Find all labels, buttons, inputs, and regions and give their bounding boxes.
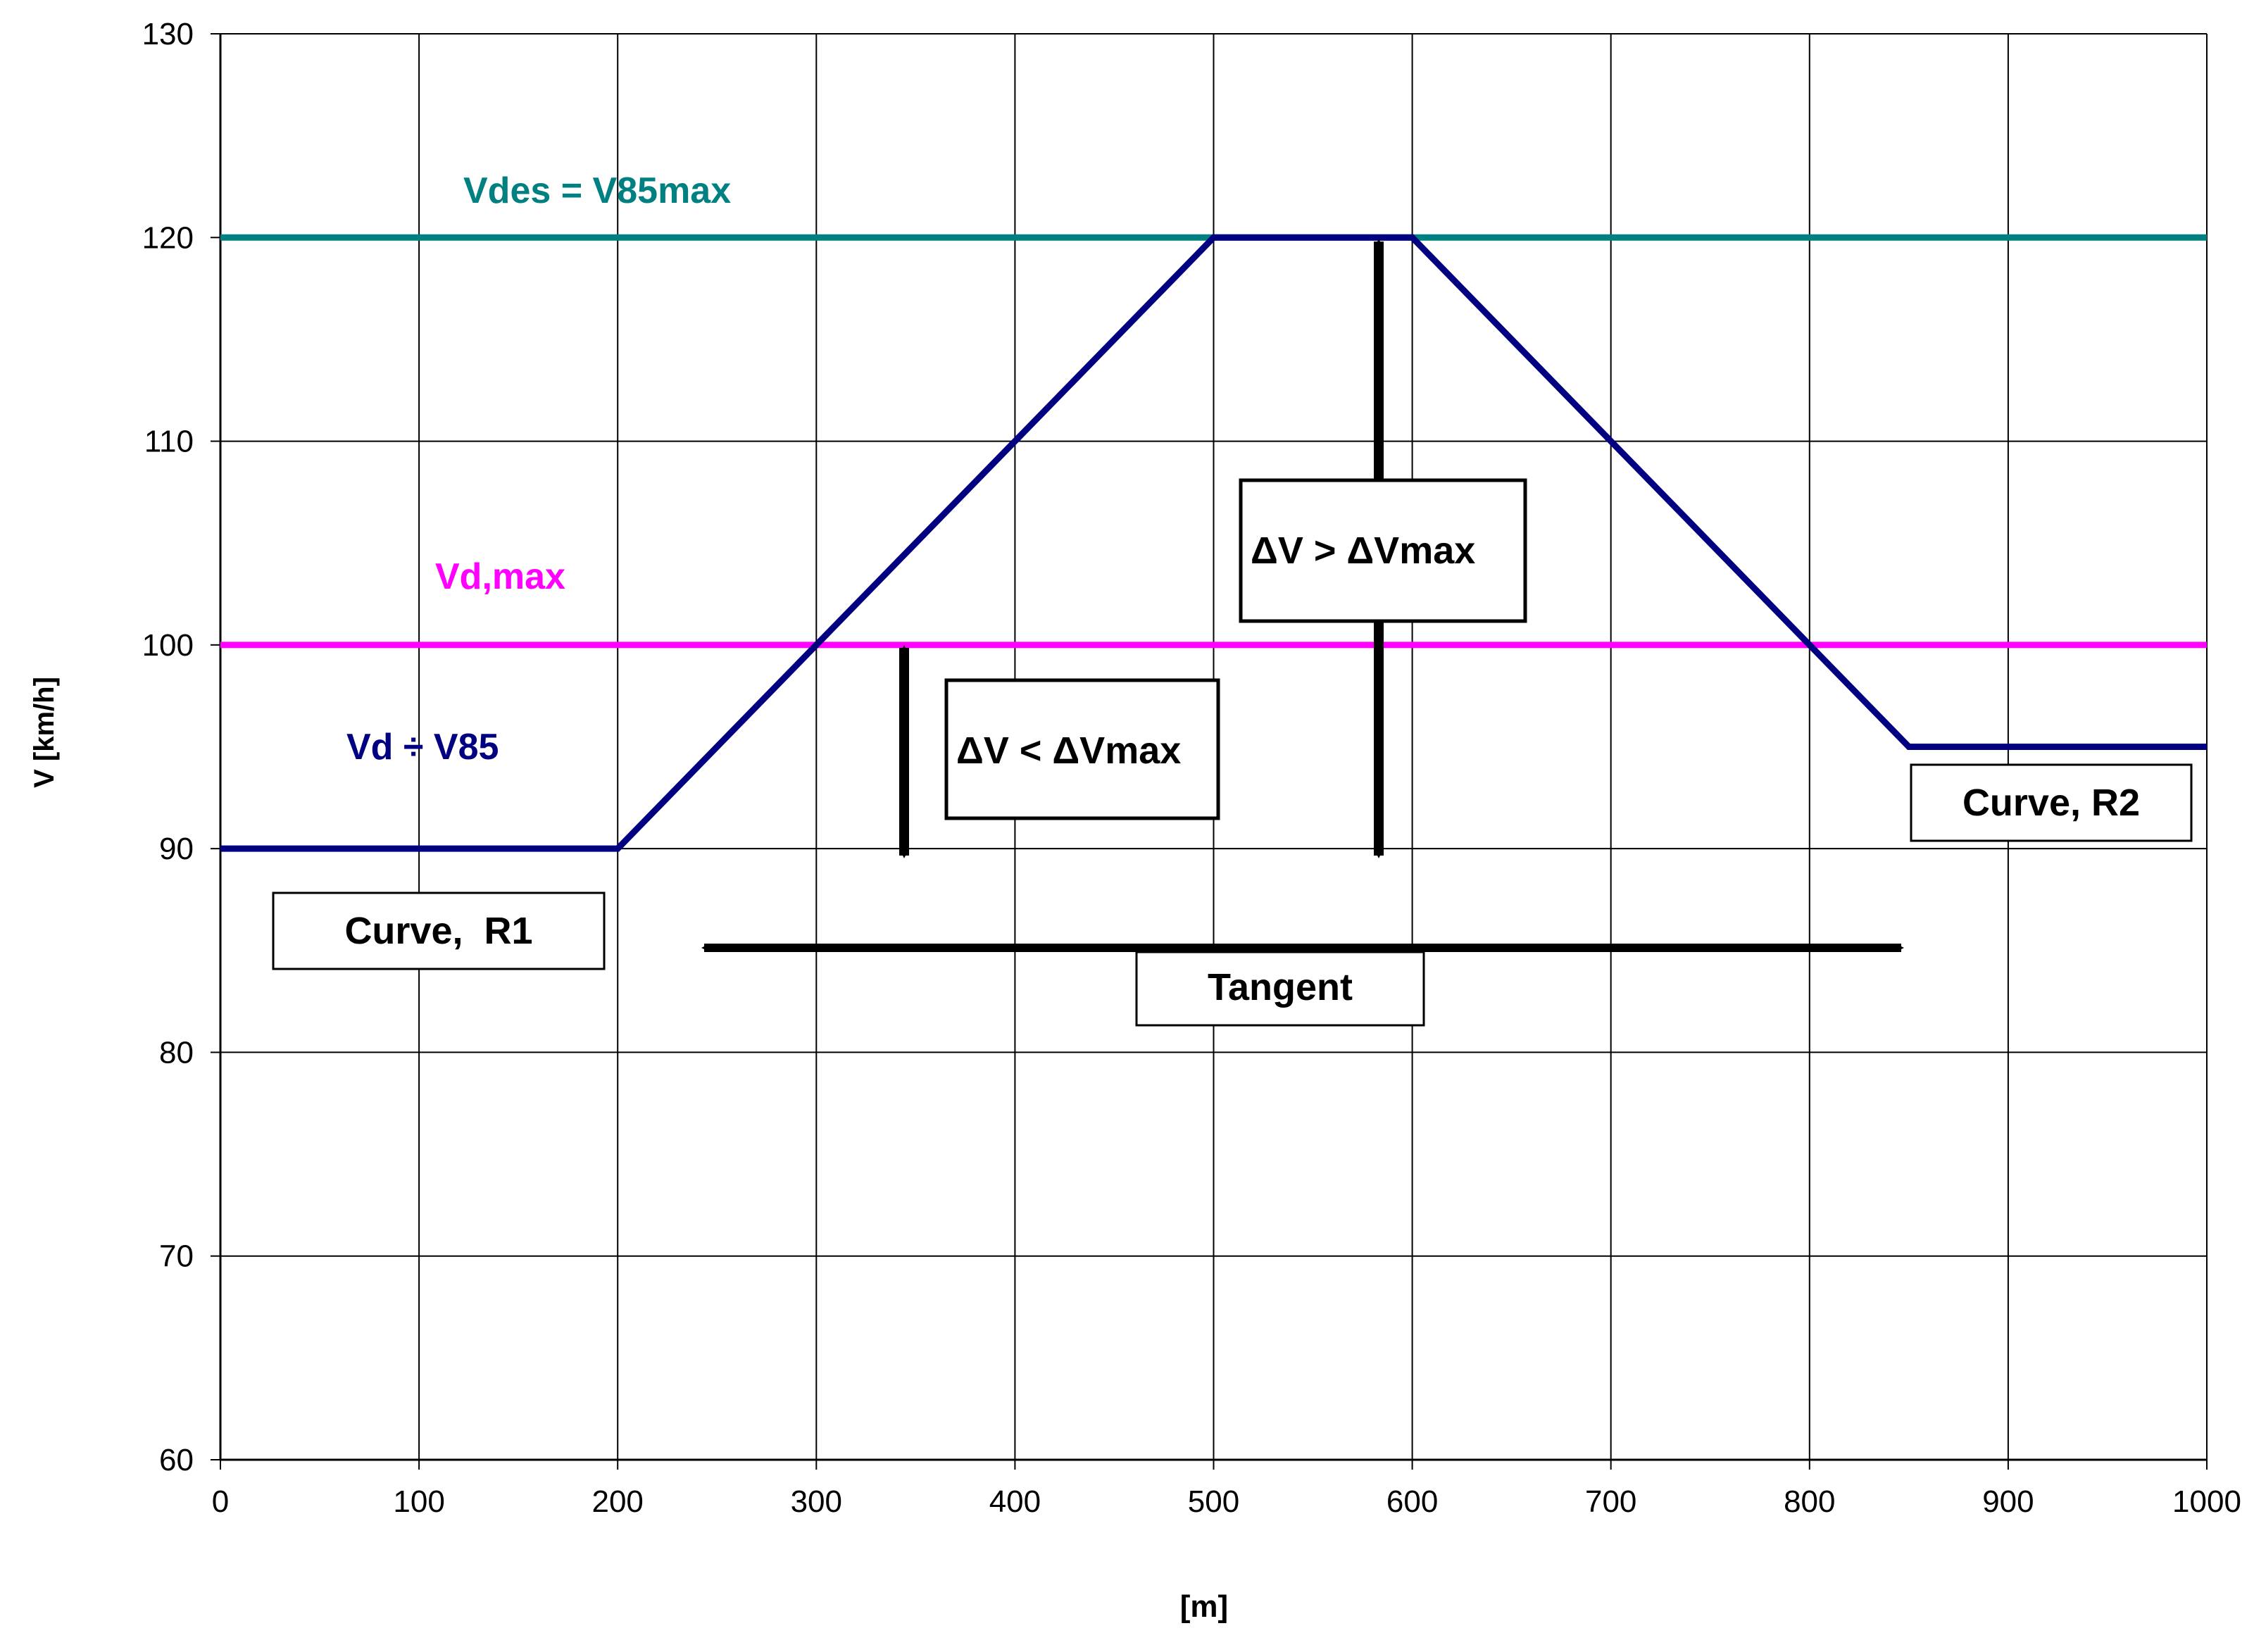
x-tick-label: 200 — [591, 1484, 643, 1519]
y-tick-label: 110 — [144, 425, 194, 459]
x-tick-label: 1000 — [2172, 1484, 2241, 1519]
y-tick-label: 100 — [142, 628, 194, 663]
x-tick-label: 600 — [1386, 1484, 1438, 1519]
y-tick-label: 120 — [142, 220, 194, 255]
curve-r2-label: Curve, R2 — [1962, 782, 2140, 824]
series-label-vdmax: Vd,max — [435, 556, 565, 597]
delta-v-less-box: ΔV < ΔVmax — [944, 678, 1220, 820]
y-tick-label: 90 — [159, 832, 194, 866]
x-axis-label: [m] — [1180, 1589, 1228, 1624]
tangent-box: Tangent — [1135, 951, 1425, 1027]
series-group — [220, 234, 2207, 852]
delta-v-greater-box: ΔV > ΔVmax — [1239, 478, 1527, 623]
tick-labels: 0 100 200 300 400 500 600 700 800 900 1000 60 70 80 90… — [142, 17, 2241, 1519]
series-label-vdes: Vdes = V85max — [463, 170, 731, 211]
series-label-vd-v85: Vd ÷ V85 — [346, 727, 499, 768]
x-tick-label: 800 — [1784, 1484, 1835, 1519]
delta-v-greater-label: ΔV > ΔVmax — [1251, 530, 1475, 572]
y-tick-label: 130 — [142, 17, 194, 51]
curve-r2-box: Curve, R2 — [1910, 763, 2193, 842]
x-tick-label: 700 — [1585, 1484, 1636, 1519]
x-tick-label: 0 — [212, 1484, 229, 1519]
series-line-vd-v85 — [220, 234, 2207, 852]
y-tick-label: 60 — [159, 1443, 194, 1477]
axes — [211, 33, 2208, 1470]
curve-r1-label: Curve, R1 — [344, 910, 532, 952]
x-tick-label: 100 — [393, 1484, 444, 1519]
x-tick-label: 300 — [791, 1484, 842, 1519]
y-tick-label: 80 — [159, 1035, 194, 1070]
x-tick-label: 900 — [1982, 1484, 2034, 1519]
x-tick-label: 400 — [989, 1484, 1041, 1519]
y-axis-label: V [km/h] — [29, 677, 60, 788]
x-tick-label: 500 — [1188, 1484, 1239, 1519]
tangent-label: Tangent — [1208, 966, 1353, 1008]
y-tick-label: 70 — [159, 1239, 194, 1274]
delta-v-less-label: ΔV < ΔVmax — [956, 730, 1181, 772]
curve-r1-box: Curve, R1 — [272, 891, 606, 970]
